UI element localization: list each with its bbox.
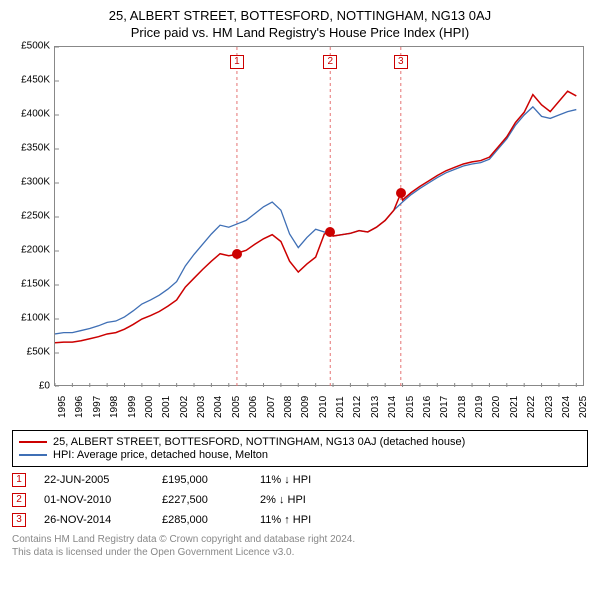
x-tick-label: 2017 [439,396,450,418]
x-tick-label: 2024 [561,396,572,418]
x-tick-label: 2006 [248,396,259,418]
legend-label: HPI: Average price, detached house, Melt… [53,449,268,461]
event-date: 01-NOV-2010 [44,494,144,506]
event-price: £285,000 [162,514,242,526]
y-tick-label: £500K [21,41,50,52]
legend-swatch [19,441,47,443]
series-property [55,91,576,343]
x-tick-label: 2010 [318,396,329,418]
event-row: 3 26-NOV-2014 £285,000 11% ↑ HPI [12,513,588,527]
event-dot-3 [396,188,406,198]
x-tick-label: 2009 [300,396,311,418]
footer-line2: This data is licensed under the Open Gov… [12,546,588,559]
y-tick-label: £400K [21,109,50,120]
y-tick-label: £300K [21,177,50,188]
x-tick-label: 2005 [231,396,242,418]
x-tick-label: 2001 [161,396,172,418]
y-axis-labels: £0£50K£100K£150K£200K£250K£300K£350K£400… [12,46,52,386]
x-tick-label: 2002 [179,396,190,418]
x-tick-label: 2012 [352,396,363,418]
x-axis-labels: 1995 1996 1997 1998 1999 2000 2001 2002 2003 2004… [54,388,584,424]
event-marker-3: 3 [394,55,408,69]
x-tick-label: 2013 [370,396,381,418]
event-price: £227,500 [162,494,242,506]
x-tick-label: 1995 [57,396,68,418]
event-price: £195,000 [162,474,242,486]
x-tick-label: 2015 [405,396,416,418]
legend-item: HPI: Average price, detached house, Melt… [19,449,581,461]
chart-area: £0 £50K £100K £150K £200K £250K £300K £350K £400… [12,46,588,426]
x-tick-label: 2007 [266,396,277,418]
x-tick-label: 2021 [509,396,520,418]
series-hpi [55,107,576,334]
event-row: 2 01-NOV-2010 £227,500 2% ↓ HPI [12,493,588,507]
footer-attribution: Contains HM Land Registry data © Crown c… [12,533,588,559]
plot-region: 1 2 3 [54,46,584,386]
x-tick-label: 2014 [387,396,398,418]
y-tick-label: £50K [27,347,50,358]
event-dot-2 [325,227,335,237]
x-tick-label: 2000 [144,396,155,418]
y-tick-label: £100K [21,313,50,324]
x-tick-label: 2022 [526,396,537,418]
legend-item: 25, ALBERT STREET, BOTTESFORD, NOTTINGHA… [19,436,581,448]
event-marker-2: 2 [323,55,337,69]
x-tick-label: 2020 [491,396,502,418]
event-dot-1 [232,249,242,259]
events-table: 1 22-JUN-2005 £195,000 11% ↓ HPI 2 01-NOV-201… [12,473,588,527]
event-number-box: 3 [12,513,26,527]
x-tick-label: 1999 [127,396,138,418]
x-tick-label: 2008 [283,396,294,418]
event-pct: 11% ↑ HPI [260,514,360,526]
x-tick-label: 2011 [335,396,346,418]
x-tick-label: 2003 [196,396,207,418]
y-tick-label: £250K [21,211,50,222]
event-marker-1: 1 [230,55,244,69]
y-tick-label: £350K [21,143,50,154]
footer-line1: Contains HM Land Registry data © Crown c… [12,533,588,546]
y-tick-label: £0 [39,381,50,392]
legend-label: 25, ALBERT STREET, BOTTESFORD, NOTTINGHA… [53,436,465,448]
x-tick-label: 1997 [92,396,103,418]
chart-subtitle: Price paid vs. HM Land Registry's House … [12,25,588,40]
x-tick-label: 2025 [578,396,589,418]
x-tick-label: 2004 [213,396,224,418]
event-date: 26-NOV-2014 [44,514,144,526]
event-row: 1 22-JUN-2005 £195,000 11% ↓ HPI [12,473,588,487]
y-tick-label: £450K [21,75,50,86]
x-tick-label: 2018 [457,396,468,418]
legend: 25, ALBERT STREET, BOTTESFORD, NOTTINGHA… [12,430,588,467]
event-pct: 2% ↓ HPI [260,494,360,506]
x-tick-label: 2019 [474,396,485,418]
y-tick-label: £150K [21,279,50,290]
event-number-box: 2 [12,493,26,507]
x-tick-label: 2023 [544,396,555,418]
event-date: 22-JUN-2005 [44,474,144,486]
chart-title: 25, ALBERT STREET, BOTTESFORD, NOTTINGHA… [12,8,588,23]
x-tick-label: 1998 [109,396,120,418]
legend-swatch [19,454,47,456]
y-tick-label: £200K [21,245,50,256]
x-tick-label: 1996 [74,396,85,418]
x-tick-label: 2016 [422,396,433,418]
event-number-box: 1 [12,473,26,487]
line-chart-svg [55,47,585,387]
event-pct: 11% ↓ HPI [260,474,360,486]
